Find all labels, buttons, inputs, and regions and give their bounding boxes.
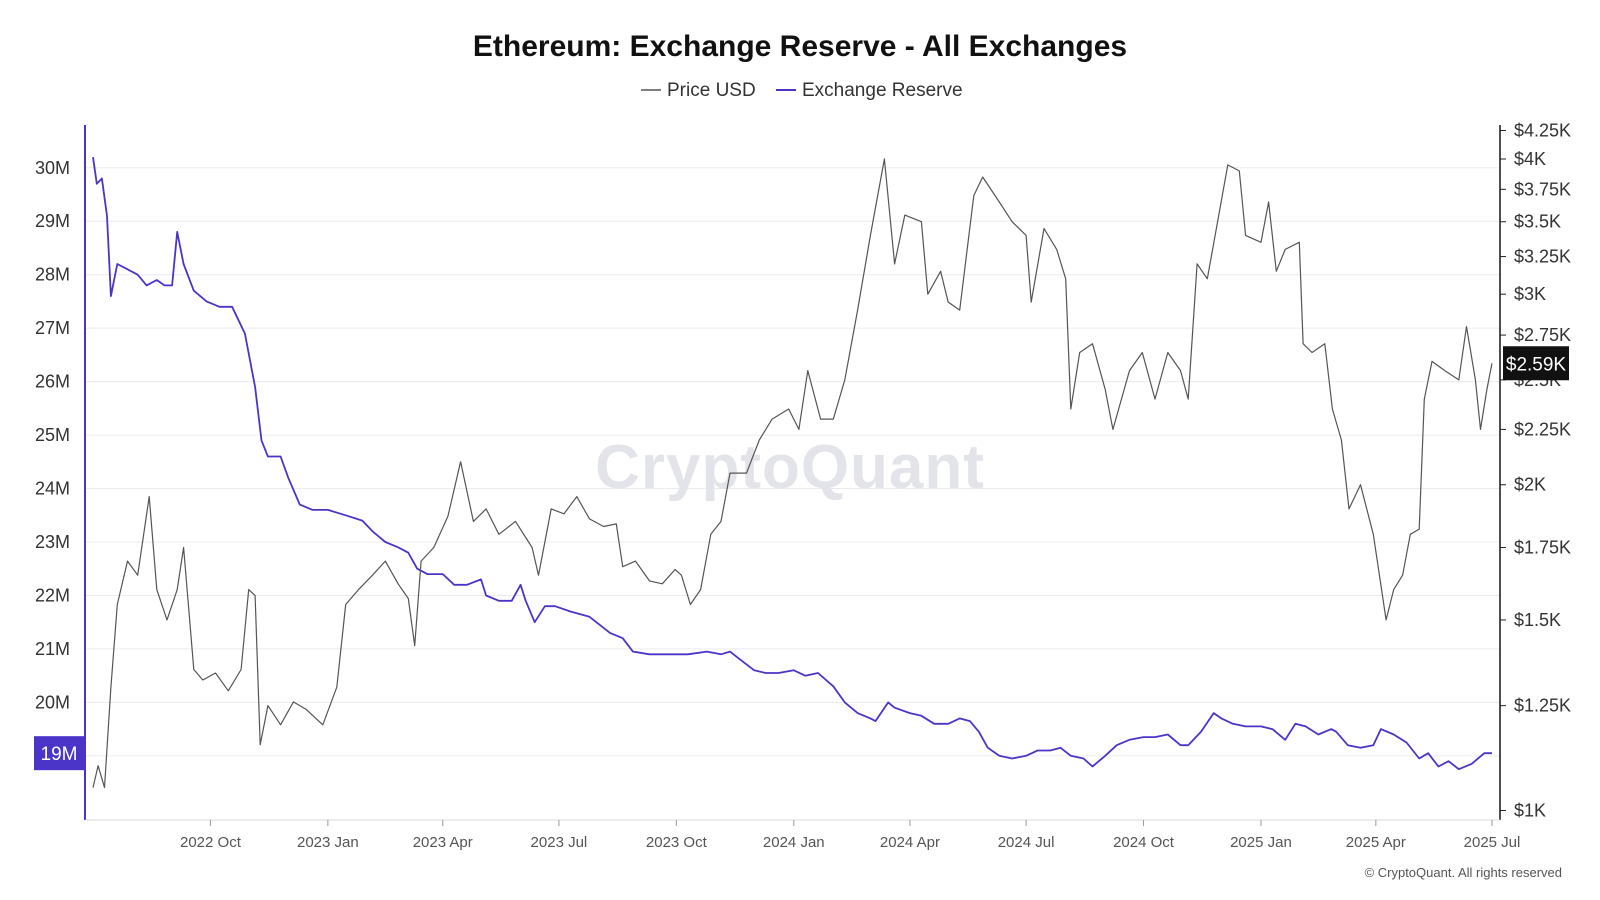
x-axis-tick-label: 2025 Apr	[1346, 834, 1406, 851]
chart-title: Ethereum: Exchange Reserve - All Exchang…	[473, 30, 1127, 63]
reserve-current-badge	[34, 736, 84, 771]
x-axis-tick-label: 2023 Jan	[297, 834, 359, 851]
left-axis-tick-label: 25M	[35, 425, 70, 445]
price-current-label: $2.59K	[1506, 354, 1567, 375]
right-axis-tick-label: $2.25K	[1514, 419, 1571, 439]
exchange-reserve-line[interactable]	[92, 156, 1492, 771]
right-axis-tick-label: $1.75K	[1514, 538, 1571, 558]
right-axis-tick-label: $1K	[1514, 801, 1546, 821]
right-axis-tick-label: $3K	[1514, 284, 1546, 304]
right-axis-tick-label: $3.5K	[1514, 212, 1561, 232]
right-axis-tick-label: $2.75K	[1514, 325, 1571, 345]
x-axis-tick-label: 2024 Apr	[880, 834, 940, 851]
x-axis-tick-label: 2025 Jan	[1230, 834, 1292, 851]
left-axis-tick-label: 28M	[35, 265, 70, 285]
price-usd-line[interactable]	[92, 158, 1493, 789]
x-axis-tick-label: 2023 Apr	[413, 834, 473, 851]
left-axis-tick-label: 20M	[35, 692, 70, 712]
copyright-text: © CryptoQuant. All rights reserved	[1365, 865, 1562, 880]
left-axis-tick-label: 29M	[35, 211, 70, 231]
legend: Price USD Exchange Reserve	[641, 80, 963, 101]
value-badges: 19M $2.59K	[34, 346, 1569, 771]
watermark: CryptoQuant	[595, 433, 985, 502]
left-axis-tick-label: 23M	[35, 532, 70, 552]
gridlines	[85, 167, 1500, 757]
x-axis-tick-label: 2025 Jul	[1464, 834, 1521, 851]
plot-area[interactable]	[92, 156, 1493, 789]
legend-reserve-label[interactable]: Exchange Reserve	[802, 80, 963, 101]
x-axis-tick-label: 2022 Oct	[180, 834, 242, 851]
right-axis-tick-label: $1.5K	[1514, 610, 1561, 630]
legend-price-label[interactable]: Price USD	[667, 80, 756, 101]
left-axis-tick-label: 30M	[35, 158, 70, 178]
x-axis-tick-label: 2024 Jul	[998, 834, 1055, 851]
x-axis-tick-label: 2024 Jan	[763, 834, 825, 851]
right-axis-tick-label: $2K	[1514, 475, 1546, 495]
right-axis-tick-label: $3.75K	[1514, 179, 1571, 199]
x-axis-tick-label: 2023 Oct	[646, 834, 708, 851]
x-axis-tick-label: 2023 Jul	[531, 834, 588, 851]
x-axis-tick-label: 2024 Oct	[1113, 834, 1175, 851]
left-axis-tick-label: 22M	[35, 585, 70, 605]
left-axis-tick-label: 27M	[35, 318, 70, 338]
right-axis-tick-label: $3.25K	[1514, 247, 1571, 267]
right-axis-tick-label: $1.25K	[1514, 696, 1571, 716]
axes: 20M 21M 22M 23M 24M 25M 26M 27M 28M 29M 30M $1K $1.2…	[35, 120, 1571, 851]
right-axis-tick-label: $4.25K	[1514, 120, 1571, 140]
price-current-badge	[1503, 346, 1569, 381]
left-axis-tick-label: 24M	[35, 479, 70, 499]
reserve-current-label: 19M	[41, 744, 78, 765]
left-axis-tick-label: 21M	[35, 639, 70, 659]
right-axis-tick-label: $4K	[1514, 149, 1546, 169]
left-axis-tick-label: 26M	[35, 372, 70, 392]
